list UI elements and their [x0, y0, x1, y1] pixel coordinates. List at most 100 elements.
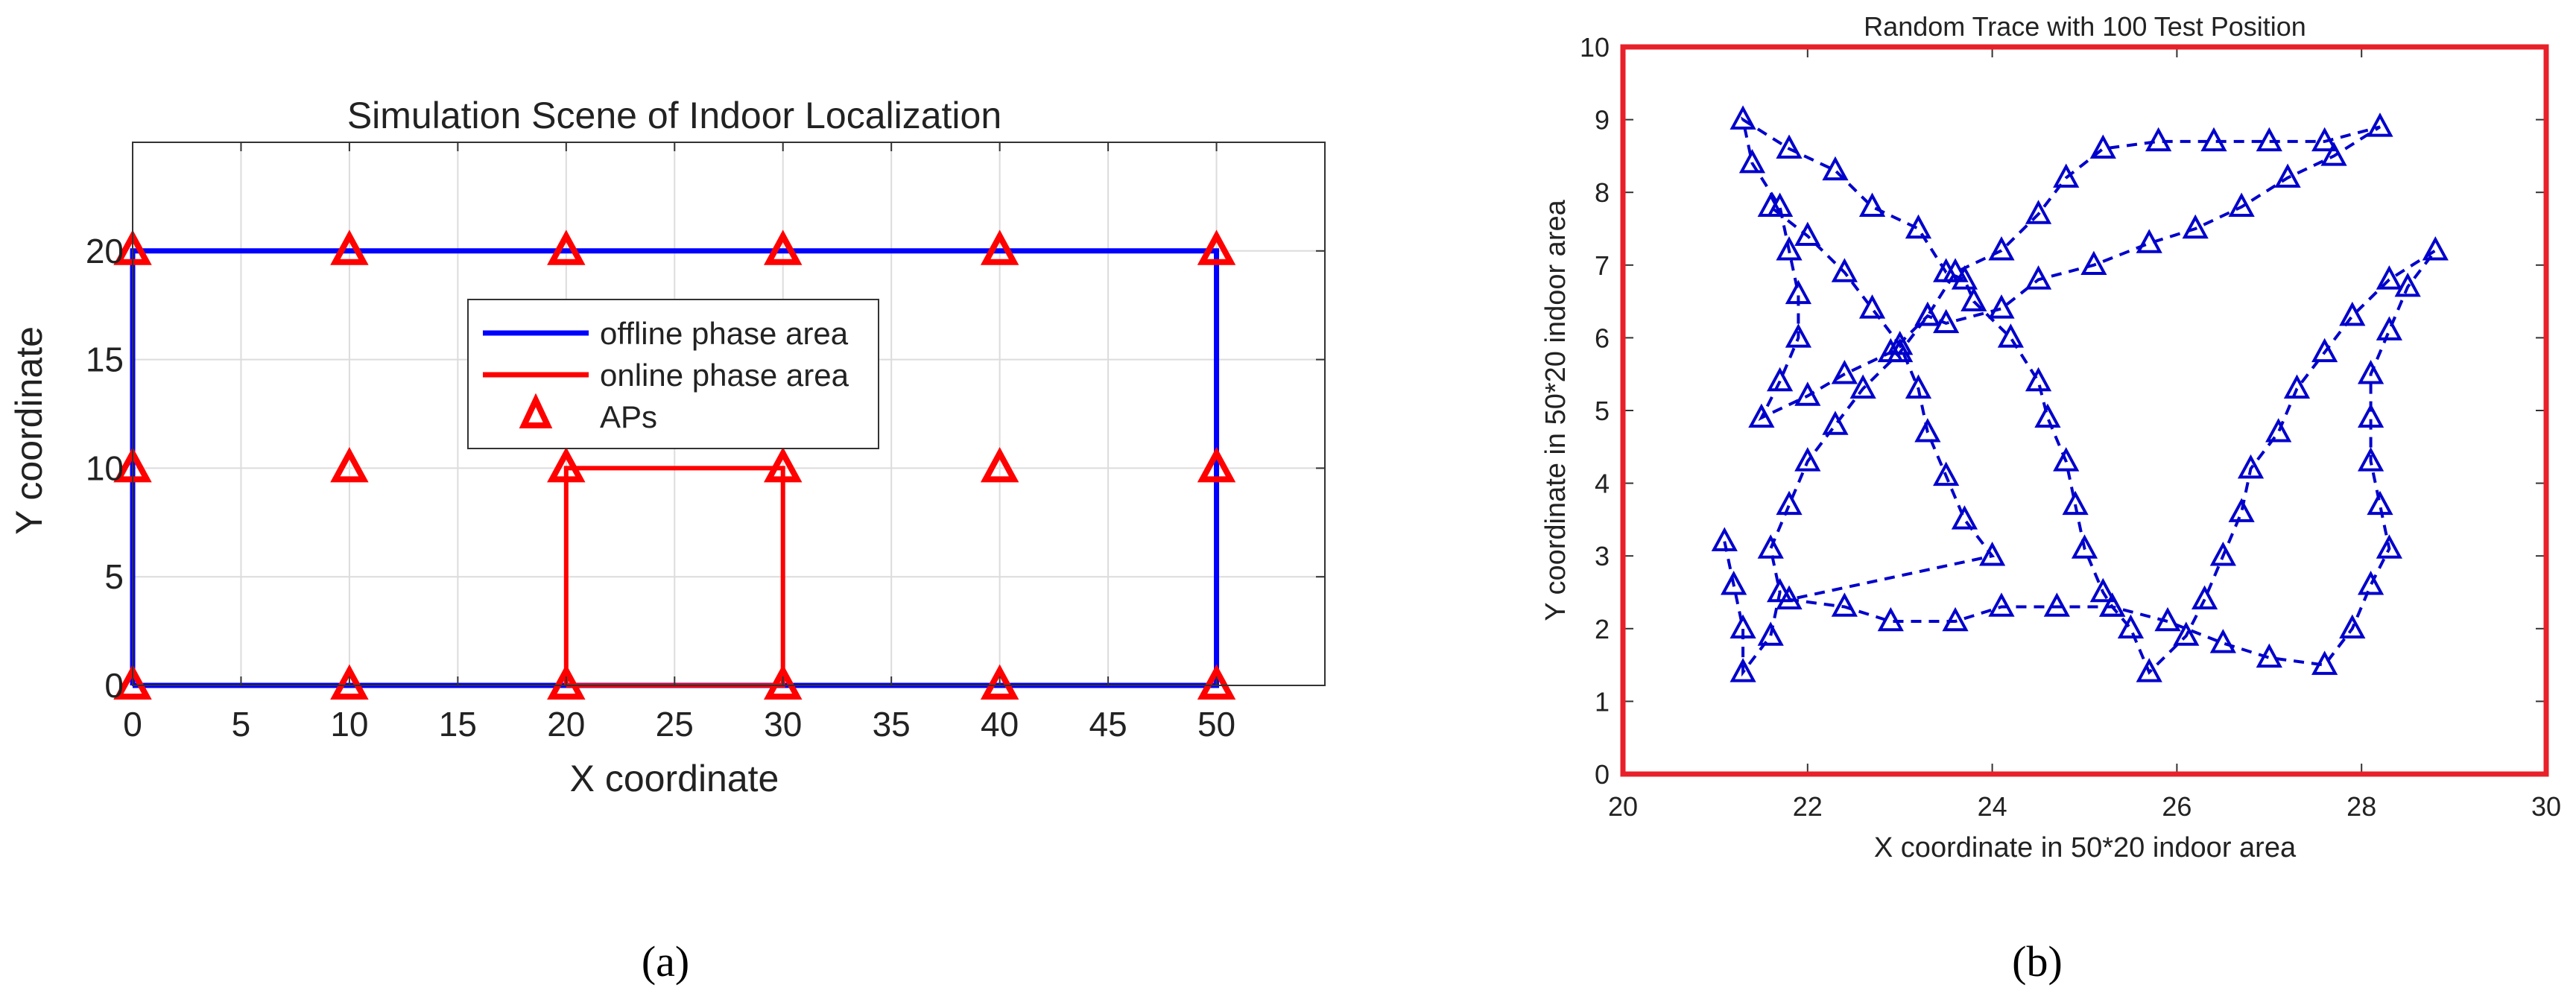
x-tick-label: 50	[1197, 705, 1235, 744]
x-tick-label: 20	[547, 705, 585, 744]
y-tick-label: 4	[1595, 469, 1610, 499]
ap-marker	[547, 447, 586, 483]
test-position-marker	[1831, 258, 1858, 282]
test-position-marker	[1988, 592, 2015, 617]
test-position-marker	[2099, 592, 2126, 617]
legend-label-offline: offline phase area	[600, 316, 849, 351]
test-position-marker	[2182, 214, 2209, 239]
test-position-marker	[2339, 301, 2366, 326]
ap-marker	[330, 447, 369, 483]
y-tick-label: 2	[1595, 614, 1610, 644]
y-tick-label: 6	[1595, 323, 1610, 353]
test-position-marker	[2339, 614, 2366, 639]
test-position-marker	[1738, 148, 1766, 174]
test-position-marker	[2357, 571, 2384, 595]
test-position-marker	[1942, 606, 1969, 632]
test-position-marker	[2422, 236, 2449, 261]
test-position-marker	[1730, 614, 1756, 639]
test-position-marker	[2117, 614, 2145, 639]
test-position-marker	[1767, 577, 1794, 603]
x-tick-label: 20	[1608, 791, 1638, 822]
test-position-marker	[1794, 447, 1821, 472]
ap-marker	[547, 229, 586, 265]
ap-marker	[1197, 229, 1236, 265]
test-position-marker	[1776, 585, 1803, 610]
test-position-marker	[1721, 571, 1747, 595]
test-position-marker	[1767, 367, 1794, 392]
caption-a: (a)	[642, 937, 689, 986]
test-position-marker	[2200, 127, 2227, 152]
chart-b-ticks: 20 22 24 26 28 30 0 1 2 3 4 5 6 7 8 9 10	[1580, 32, 2561, 822]
test-position-marker	[1997, 323, 2024, 348]
test-position-marker	[2274, 163, 2301, 188]
test-position-marker	[1822, 156, 1849, 181]
test-position-marker	[1933, 308, 1960, 334]
ap-marker	[980, 664, 1019, 700]
test-position-marker	[1785, 323, 1812, 348]
ap-marker	[547, 664, 586, 700]
test-position-marker	[1905, 374, 1932, 399]
test-position-marker	[2357, 447, 2384, 472]
test-position-marker	[1748, 403, 1775, 428]
x-tick-label: 28	[2346, 791, 2376, 822]
test-position-marker	[1822, 411, 1849, 435]
test-position-marker	[1776, 134, 1803, 159]
x-tick-label: 10	[330, 705, 368, 744]
chart-a-xlabel: X coordinate	[570, 758, 779, 799]
y-tick-label: 5	[1595, 396, 1610, 426]
test-position-marker	[1914, 418, 1941, 443]
chart-a-simulation-scene: Simulation Scene of Indoor Localization …	[8, 95, 1326, 986]
test-position-marker	[1785, 279, 1812, 305]
test-position-marker	[2376, 316, 2402, 340]
x-tick-label: 30	[764, 705, 802, 744]
chart-b-random-trace: Random Trace with 100 Test Position X co…	[1540, 11, 2561, 986]
test-position-marker	[2311, 127, 2338, 152]
test-position-marker	[1757, 192, 1784, 217]
chart-b-series	[1711, 105, 2449, 682]
test-position-marker	[2228, 498, 2255, 522]
chart-b-ylabel: Y coordinate in 50*20 indoor area	[1540, 199, 1572, 621]
test-position-marker	[2136, 658, 2162, 682]
chart-b-frame	[1620, 44, 2549, 777]
test-position-marker	[2071, 534, 2098, 559]
chart-a-ticks: 0 5 10 15 20 25 30 35 40 45 50 0 5 10 15 20	[86, 142, 1326, 744]
x-tick-label: 26	[2162, 791, 2192, 822]
ap-marker	[1197, 664, 1236, 700]
y-tick-label: 1	[1595, 686, 1610, 717]
test-position-marker	[2357, 360, 2384, 384]
test-position-marker	[2209, 542, 2236, 566]
test-position-marker	[2136, 229, 2162, 253]
ap-marker	[330, 229, 369, 265]
test-position-marker	[1887, 330, 1914, 355]
y-tick-label: 10	[1580, 32, 1610, 63]
test-position-marker	[1794, 221, 1821, 247]
test-position-marker	[2256, 127, 2282, 152]
test-position-marker	[2237, 454, 2265, 479]
legend-label-online: online phase area	[600, 358, 849, 393]
x-tick-label: 35	[873, 705, 911, 744]
test-position-marker	[2089, 134, 2116, 159]
ap-marker	[113, 664, 152, 700]
test-position-marker	[1794, 381, 1821, 406]
chart-b-title: Random Trace with 100 Test Position	[1864, 11, 2306, 42]
y-tick-label: 15	[86, 340, 124, 379]
test-position-marker	[1757, 621, 1784, 646]
test-position-marker	[2089, 577, 2116, 603]
test-position-marker	[1776, 490, 1803, 516]
x-tick-label: 40	[981, 705, 1019, 744]
x-tick-label: 15	[439, 705, 477, 744]
test-position-marker	[2283, 374, 2311, 399]
legend-ap-triangle-icon	[519, 393, 553, 428]
y-tick-label: 5	[104, 557, 124, 596]
test-position-marker	[2376, 534, 2402, 559]
test-position-marker	[2173, 621, 2200, 646]
test-position-marker	[1988, 294, 2015, 319]
test-position-marker	[1933, 258, 1960, 282]
y-tick-label: 3	[1595, 541, 1610, 571]
test-position-marker	[1877, 337, 1904, 363]
test-position-marker	[1730, 658, 1756, 682]
ap-marker	[764, 664, 803, 700]
test-position-marker	[2311, 337, 2338, 363]
test-position-marker	[2228, 192, 2255, 217]
y-tick-label: 20	[86, 232, 124, 270]
